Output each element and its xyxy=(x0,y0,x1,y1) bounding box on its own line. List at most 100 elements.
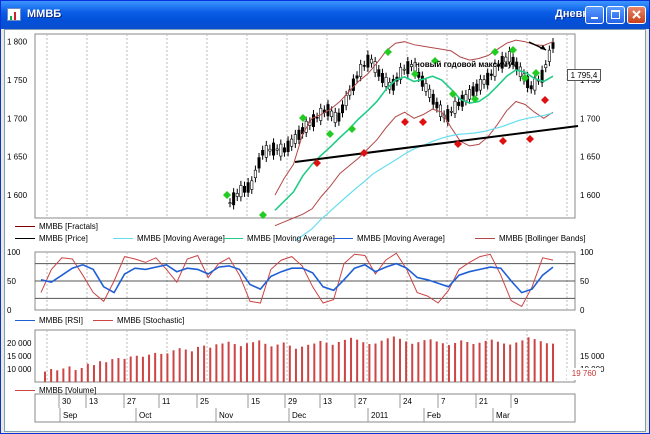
x-tick-day: 13 xyxy=(323,397,332,406)
volume-bar xyxy=(503,343,506,382)
volume-bar xyxy=(319,340,322,382)
volume-bar xyxy=(515,342,518,382)
fractal-up-marker xyxy=(532,69,540,77)
x-tick-day: 27 xyxy=(358,397,367,406)
last-volume-label: 19 760 xyxy=(567,368,601,380)
legend-label: ММВБ [Volume] xyxy=(39,386,97,395)
candle-body xyxy=(468,89,472,100)
fractal-down-marker xyxy=(360,149,368,157)
volume-bar xyxy=(141,356,144,382)
stochastic-line xyxy=(40,252,554,308)
volume-bar xyxy=(135,355,138,382)
legend-label: ММВБ [RSI] xyxy=(39,316,83,325)
fractal-up-marker xyxy=(411,70,419,78)
y-tick-label: 1 600 xyxy=(580,191,601,200)
x-tick-month: Sep xyxy=(63,411,78,420)
legend-swatch xyxy=(93,320,113,322)
fractal-down-marker xyxy=(419,118,427,126)
x-tick-month: Oct xyxy=(139,411,152,420)
close-icon xyxy=(632,10,641,19)
candle-body xyxy=(504,56,508,63)
legend-swatch xyxy=(475,238,495,240)
legend-label: ММВБ [Stochastic] xyxy=(117,316,185,325)
volume-bar xyxy=(405,341,408,382)
candle-body xyxy=(511,56,515,65)
legend-stochastic: ММВБ [Stochastic] xyxy=(93,316,185,325)
candle-body xyxy=(489,73,493,76)
volume-bar xyxy=(245,343,248,382)
window-title: ММВБ xyxy=(27,8,62,20)
volume-bar xyxy=(264,343,267,382)
volume-bar xyxy=(325,342,328,382)
x-tick-month: Dec xyxy=(292,411,306,420)
legend-fractals: ММВБ [Fractals] xyxy=(15,222,98,231)
candle-body xyxy=(253,169,257,179)
candle-body xyxy=(529,85,533,90)
volume-bar xyxy=(313,343,316,382)
candle-body xyxy=(370,58,374,64)
volume-bar xyxy=(62,368,65,382)
minimize-button[interactable] xyxy=(585,6,604,24)
close-button[interactable] xyxy=(627,6,646,24)
candle-body xyxy=(493,63,497,77)
candle-body xyxy=(275,148,279,151)
fractal-up-marker xyxy=(326,130,334,138)
x-tick-month: Nov xyxy=(219,411,233,420)
candle-body xyxy=(311,114,315,127)
candle-body xyxy=(362,65,366,67)
candle-body xyxy=(486,72,490,86)
x-tick-month: Mar xyxy=(496,411,510,420)
volume-bar xyxy=(509,344,512,382)
candle-body xyxy=(391,79,395,91)
volume-bar xyxy=(545,343,548,382)
volume-bar xyxy=(411,343,414,382)
y-tick-label: 1 600 xyxy=(7,191,28,200)
candle-body xyxy=(279,143,283,157)
volume-bar xyxy=(215,344,218,382)
fractal-down-marker xyxy=(454,140,462,148)
fractal-up-marker xyxy=(299,114,307,122)
volume-bar xyxy=(203,345,206,382)
y-tick-label: 20 000 xyxy=(7,339,32,348)
volume-bar xyxy=(521,340,524,382)
volume-bar xyxy=(454,343,457,382)
volume-bar xyxy=(197,346,200,382)
bollinger-upper xyxy=(274,39,554,196)
legend-label: ММВБ [Moving Average] xyxy=(357,234,445,243)
volume-bar xyxy=(74,370,77,382)
y-tick-label: 100 xyxy=(580,248,594,257)
legend-label: ММВБ [Moving Average] xyxy=(247,234,335,243)
candle-body xyxy=(431,93,435,105)
y-tick-label: 0 xyxy=(580,306,585,315)
volume-bar xyxy=(472,344,475,382)
x-tick-day: 13 xyxy=(89,397,98,406)
y-tick-label: 15 000 xyxy=(580,352,605,361)
volume-bar xyxy=(92,365,95,382)
candle-body xyxy=(471,86,475,96)
candle-body xyxy=(337,112,341,122)
volume-bar xyxy=(209,347,212,382)
legend-rsi: ММВБ [RSI] xyxy=(15,316,83,325)
candle-body xyxy=(235,193,239,197)
candle-body xyxy=(424,83,428,92)
title-bar[interactable]: ММВБ Дневной xyxy=(1,1,649,29)
volume-bar xyxy=(301,346,304,382)
fractal-down-marker xyxy=(541,96,549,104)
volume-bar xyxy=(239,346,242,382)
candle-body xyxy=(547,49,551,62)
volume-bar xyxy=(337,341,340,382)
candle-body xyxy=(297,129,301,140)
candle-body xyxy=(344,95,348,107)
volume-bar xyxy=(56,370,59,382)
maximize-button[interactable] xyxy=(606,6,625,24)
candle-body xyxy=(268,148,272,152)
volume-bar xyxy=(252,342,255,382)
candle-body xyxy=(406,61,410,75)
time-axis xyxy=(34,393,576,423)
fractal-up-marker xyxy=(521,74,529,82)
y-tick-label: 100 xyxy=(7,248,21,257)
candle-body xyxy=(228,202,232,204)
candle-body xyxy=(366,54,370,68)
